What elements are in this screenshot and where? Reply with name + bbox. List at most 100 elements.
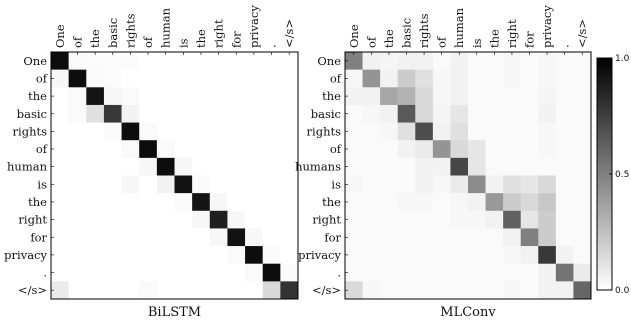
heatmap-cell (573, 246, 592, 265)
x-tick-label: of (435, 36, 449, 48)
heatmap-cell (468, 193, 486, 212)
heatmap-cell (156, 193, 175, 212)
heatmap-cell (397, 210, 416, 229)
heatmap-cell (280, 228, 299, 247)
heatmap-cell (174, 281, 193, 300)
heatmap-cell (192, 193, 211, 212)
heatmap-cell (68, 157, 87, 176)
y-tick-label: basic (17, 107, 47, 121)
y-tick-label: for (324, 230, 341, 244)
heatmap-cell (245, 281, 264, 300)
heatmap-cell (485, 87, 504, 106)
heatmap-cell (415, 69, 434, 88)
colorbar: 0.0 0.5 1.0 (596, 54, 630, 296)
heatmap-cell (538, 263, 557, 282)
heatmap-cell (262, 122, 281, 141)
heatmap-cell (68, 87, 87, 106)
heatmap-cell (415, 228, 434, 247)
heatmap-cell (139, 140, 158, 159)
heatmap-cell (68, 263, 87, 282)
heatmap-cell (156, 263, 175, 282)
heatmap-cell (573, 193, 592, 212)
heatmap-cell (503, 175, 522, 194)
heatmap-cell (555, 175, 574, 194)
heatmap-cell (262, 228, 281, 247)
panel-title: MLConv (440, 305, 496, 320)
heatmap-cell (380, 263, 399, 282)
heatmap-cell (397, 52, 416, 70)
heatmap-cell (121, 210, 140, 229)
heatmap-cell (209, 228, 228, 247)
heatmap-cell (68, 52, 87, 70)
heatmap-cell (345, 122, 363, 141)
heatmap-cell (245, 157, 264, 176)
heatmap-cell (209, 140, 228, 159)
colorbar-tick-label: 0.0 (615, 286, 630, 296)
heatmap-cell (432, 281, 451, 300)
heatmap-cell (555, 228, 574, 247)
x-tick-label: rights (123, 13, 137, 48)
heatmap-cell (432, 87, 451, 106)
heatmap-cell (362, 281, 381, 300)
heatmap-panel-1: One of the basic rights of human is the right for p… (4, 5, 299, 320)
heatmap-cell (468, 246, 486, 265)
heatmap-cell (192, 69, 211, 88)
heatmap-cell (86, 87, 105, 106)
heatmap-cell (432, 122, 451, 141)
heatmap-cell (209, 175, 228, 194)
x-tick-label: of (364, 36, 378, 48)
heatmap-cell (362, 210, 381, 229)
heatmap-cell (68, 175, 87, 194)
heatmap-cell (192, 87, 211, 106)
heatmap-cell (573, 263, 592, 282)
x-tick-label: the (487, 29, 501, 48)
heatmap-cell (227, 263, 246, 282)
heatmap-cell (209, 157, 228, 176)
heatmap-cell (262, 69, 281, 88)
heatmap-cell (380, 210, 399, 229)
heatmap-cell (345, 210, 363, 229)
heatmap-cell (245, 104, 264, 123)
heatmap-cell (555, 246, 574, 265)
heatmap-cell (103, 140, 122, 159)
heatmap-cell (245, 193, 264, 212)
heatmap-cell (86, 228, 105, 247)
heatmap-cell (485, 140, 504, 159)
heatmap-cell (156, 246, 175, 265)
heatmap-cell (156, 104, 175, 123)
heatmap-cell (573, 87, 592, 106)
heatmap-cell (86, 69, 105, 88)
heatmap-cell (468, 157, 486, 176)
heatmap-cell (192, 157, 211, 176)
heatmap-cell (415, 52, 434, 70)
x-tick-label: of (70, 36, 84, 48)
heatmap-cell (520, 193, 539, 212)
x-tick-label: basic (400, 18, 414, 48)
x-tick-label: of (141, 36, 155, 48)
heatmap-cell (174, 87, 193, 106)
x-tick-label: human (159, 7, 173, 48)
heatmap-cell (139, 122, 158, 141)
heatmap-cell (139, 246, 158, 265)
heatmap-cell (174, 104, 193, 123)
heatmap-cell (380, 281, 399, 300)
heatmap-cell (121, 87, 140, 106)
x-tick-label: is (470, 38, 484, 48)
heatmap-cell (450, 122, 469, 141)
heatmap-cell (450, 52, 469, 70)
heatmap-cell (68, 122, 87, 141)
heatmap-cell (227, 122, 246, 141)
heatmap-cell (415, 193, 434, 212)
y-tick-label: the (322, 195, 341, 209)
heatmap-cell (51, 104, 69, 123)
x-tick-label: privacy (247, 5, 261, 48)
heatmap-cell (103, 281, 122, 300)
heatmap-cell (362, 193, 381, 212)
x-tick-label: </s> (575, 19, 589, 48)
heatmap-cell (245, 140, 264, 159)
heatmap-cell (121, 104, 140, 123)
heatmap-cell (139, 228, 158, 247)
heatmap-cell (103, 210, 122, 229)
heatmap-cell (520, 228, 539, 247)
heatmap-cell (139, 104, 158, 123)
